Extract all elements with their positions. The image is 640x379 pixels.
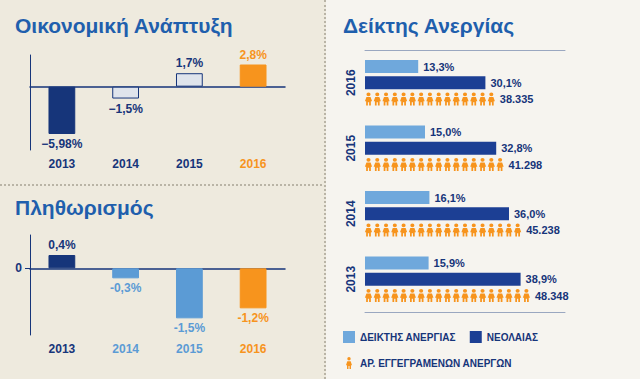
svg-text:2,8%: 2,8% [239, 48, 267, 62]
svg-text:2013: 2013 [344, 266, 358, 293]
svg-text:-0,3%: -0,3% [110, 281, 142, 295]
svg-text:2013: 2013 [49, 157, 76, 171]
svg-text:2016: 2016 [240, 157, 267, 171]
svg-text:ΝΕΟΛΑΙΑΣ: ΝΕΟΛΑΙΑΣ [487, 332, 538, 343]
svg-text:2014: 2014 [112, 157, 139, 171]
svg-text:-1,2%: -1,2% [237, 311, 269, 325]
svg-text:16,1%: 16,1% [434, 192, 465, 204]
svg-text:2013: 2013 [49, 342, 76, 356]
svg-text:2015: 2015 [344, 135, 358, 162]
svg-text:2015: 2015 [176, 157, 203, 171]
svg-text:Δείκτης Ανεργίας: Δείκτης Ανεργίας [343, 14, 514, 38]
svg-text:0,4%: 0,4% [48, 238, 76, 252]
svg-text:0: 0 [15, 261, 22, 275]
svg-text:45.238: 45.238 [526, 224, 560, 236]
svg-text:36,0%: 36,0% [514, 208, 545, 220]
svg-text:38.335: 38.335 [500, 93, 534, 105]
svg-text:38,9%: 38,9% [526, 273, 557, 285]
svg-text:ΔΕΙΚΤΗΣ ΑΝΕΡΓΙΑΣ: ΔΕΙΚΤΗΣ ΑΝΕΡΓΙΑΣ [360, 332, 455, 343]
svg-text:48.348: 48.348 [535, 290, 569, 302]
svg-text:−1,5%: −1,5% [108, 102, 143, 116]
svg-text:15,9%: 15,9% [434, 257, 465, 269]
svg-text:ΑΡ. ΕΓΓΕΓΡΑΜΕΝΩΝ ΑΝΕΡΓΩΝ: ΑΡ. ΕΓΓΕΓΡΑΜΕΝΩΝ ΑΝΕΡΓΩΝ [360, 358, 512, 369]
svg-text:13,3%: 13,3% [423, 61, 454, 73]
svg-text:-1,5%: -1,5% [174, 321, 206, 335]
svg-text:2014: 2014 [112, 342, 139, 356]
svg-text:Οικονομική Ανάπτυξη: Οικονομική Ανάπτυξη [15, 14, 233, 37]
svg-text:32,8%: 32,8% [501, 142, 532, 154]
svg-text:30,1%: 30,1% [490, 77, 521, 89]
svg-text:15,0%: 15,0% [430, 126, 461, 138]
svg-text:Πληθωρισμός: Πληθωρισμός [15, 196, 154, 220]
svg-text:2016: 2016 [240, 342, 267, 356]
svg-text:−5,98%: −5,98% [41, 137, 82, 151]
svg-text:2014: 2014 [344, 200, 358, 227]
svg-text:41.298: 41.298 [509, 159, 543, 171]
svg-text:2016: 2016 [344, 69, 358, 96]
svg-text:2015: 2015 [176, 342, 203, 356]
svg-text:1,7%: 1,7% [176, 56, 204, 70]
